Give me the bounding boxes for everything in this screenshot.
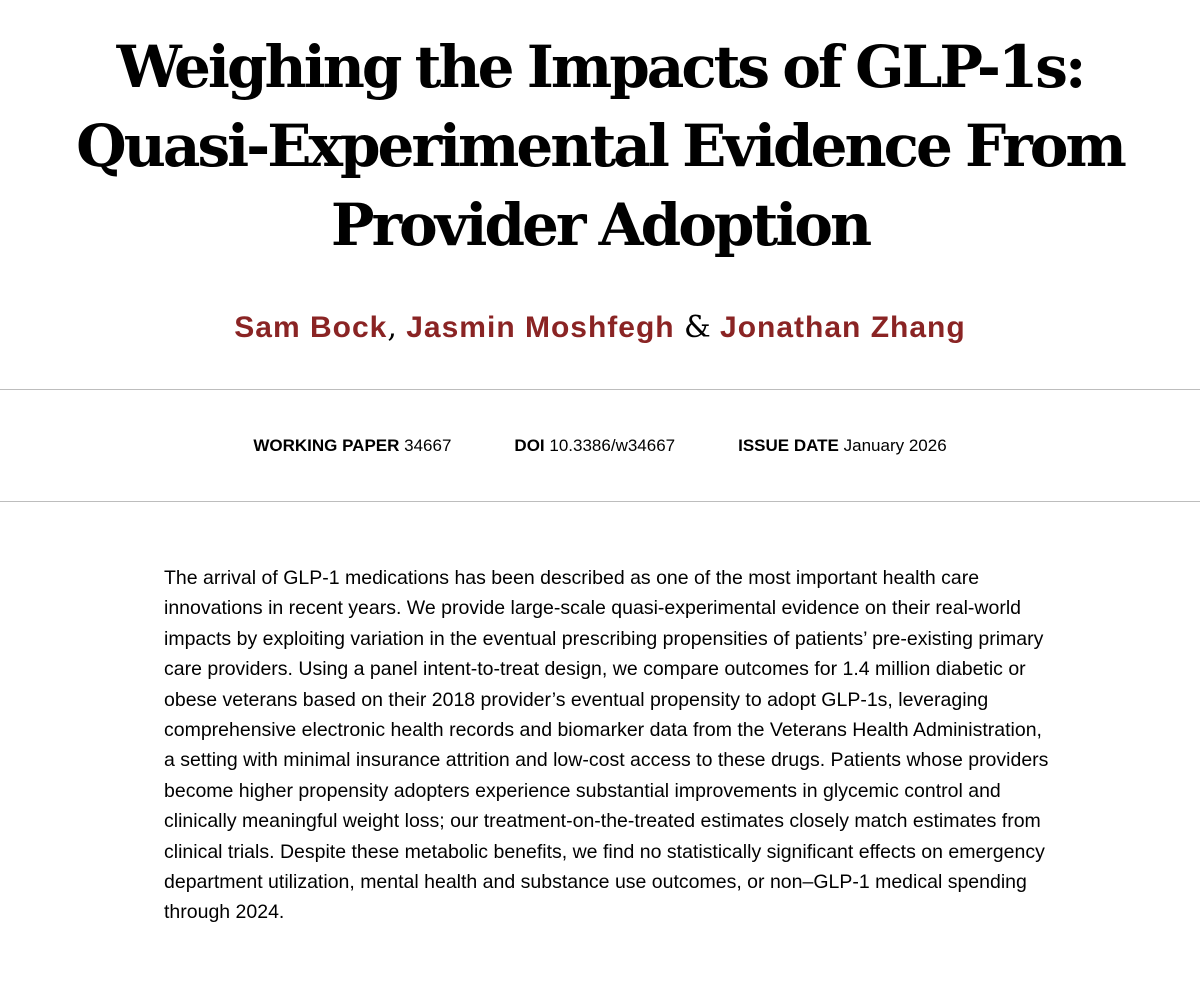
page-title: Weighing the Impacts of GLP-1s: Quasi-Ex… (76, 33, 1127, 259)
divider-top (0, 389, 1200, 390)
author-link-sam-bock[interactable]: Sam Bock (234, 311, 388, 344)
doi-label: DOI (514, 436, 545, 455)
abstract-text: The arrival of GLP-1 medications has bee… (164, 567, 1049, 924)
issue-date-value: January 2026 (843, 436, 947, 455)
working-paper-label: WORKING PAPER (253, 436, 400, 455)
issue-date-label: ISSUE DATE (738, 436, 839, 455)
author-separator-ampersand: & (683, 310, 711, 345)
working-paper-item: WORKING PAPER 34667 (253, 434, 451, 458)
author-link-jasmin-moshfegh[interactable]: Jasmin Moshfegh (406, 311, 675, 344)
working-paper-number: 34667 (404, 436, 452, 455)
doi-value: 10.3386/w34667 (549, 436, 676, 455)
author-list: Sam Bock, Jasmin Moshfegh & Jonathan Zha… (0, 308, 1200, 348)
issue-date-item: ISSUE DATE January 2026 (738, 434, 947, 458)
doi-item: DOI 10.3386/w34667 (514, 434, 675, 458)
divider-bottom (0, 501, 1200, 502)
author-separator-comma: , (387, 310, 397, 345)
author-link-jonathan-zhang[interactable]: Jonathan Zhang (720, 311, 966, 344)
paper-metadata: WORKING PAPER 34667 DOI 10.3386/w34667 I… (0, 434, 1200, 458)
